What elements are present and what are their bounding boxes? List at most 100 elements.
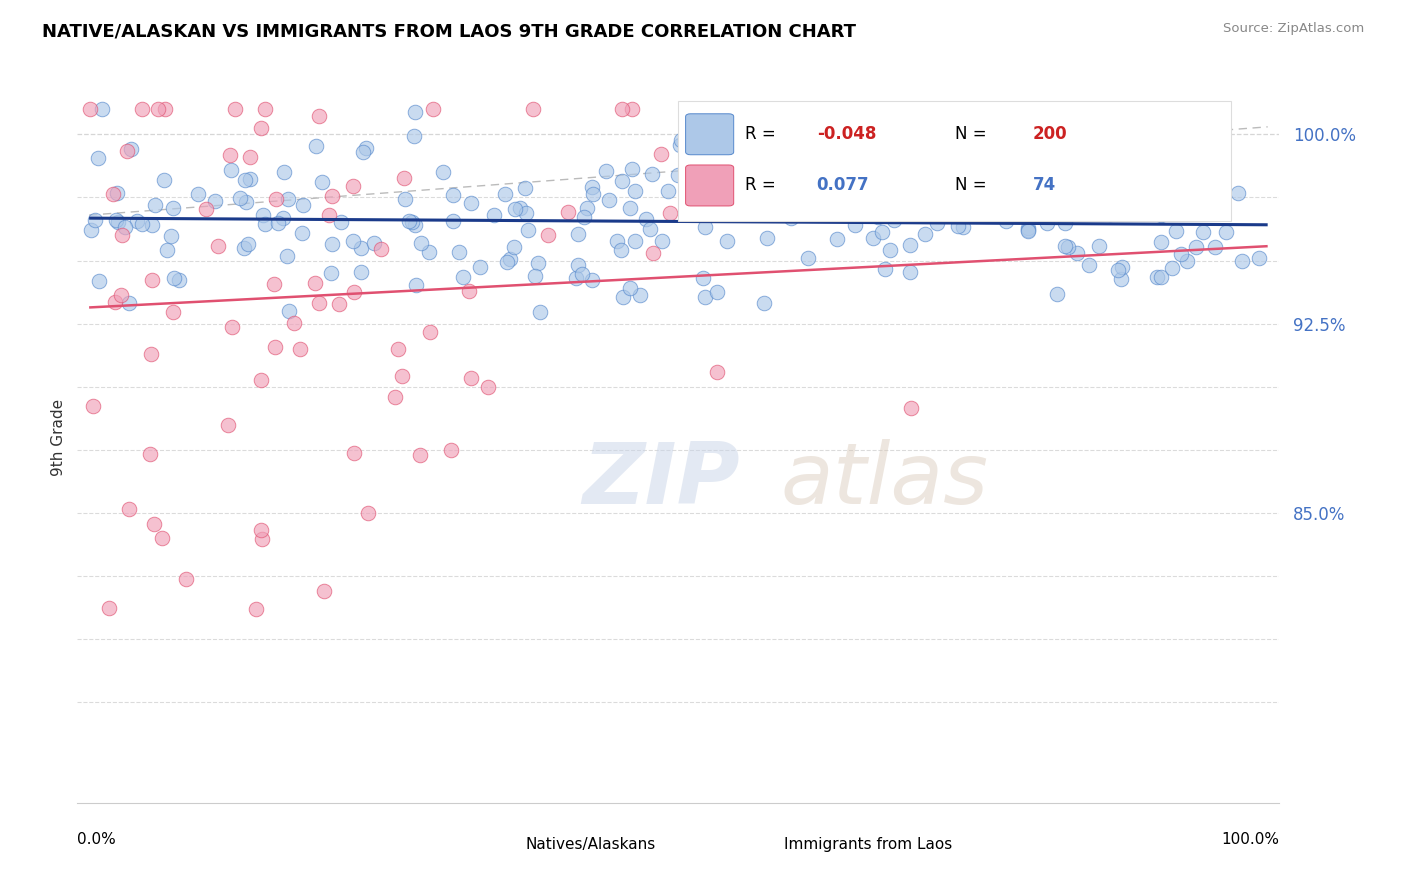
Point bbox=[1054, 216, 1077, 230]
Point bbox=[118, 295, 141, 310]
Point bbox=[250, 532, 273, 546]
Point bbox=[131, 102, 153, 116]
Point bbox=[328, 297, 350, 311]
Point bbox=[1188, 160, 1211, 174]
Point bbox=[598, 193, 620, 207]
Point bbox=[709, 198, 731, 212]
Point bbox=[141, 218, 163, 232]
Point bbox=[329, 215, 352, 229]
Point bbox=[1123, 186, 1146, 201]
Point bbox=[641, 245, 664, 260]
Point bbox=[104, 295, 127, 310]
Point bbox=[150, 531, 173, 545]
Point bbox=[1215, 225, 1237, 239]
Point bbox=[398, 214, 420, 228]
Point bbox=[898, 237, 921, 252]
Point bbox=[174, 572, 197, 586]
Point bbox=[482, 208, 505, 222]
Point bbox=[1017, 223, 1039, 237]
Point bbox=[522, 102, 544, 116]
Point bbox=[658, 206, 681, 220]
Point bbox=[110, 288, 132, 302]
Point bbox=[105, 186, 128, 200]
Point bbox=[249, 373, 271, 387]
Point bbox=[204, 194, 226, 208]
Text: R =: R = bbox=[745, 176, 775, 194]
Point bbox=[984, 171, 1007, 186]
Point bbox=[1098, 207, 1121, 221]
Point bbox=[650, 147, 672, 161]
Point bbox=[696, 194, 718, 209]
Point bbox=[693, 290, 716, 304]
Point bbox=[855, 190, 877, 204]
Point bbox=[401, 215, 423, 229]
Point bbox=[409, 235, 432, 250]
Point bbox=[870, 225, 893, 239]
Point bbox=[509, 202, 531, 216]
Point bbox=[869, 205, 891, 219]
Point bbox=[350, 241, 373, 255]
Point bbox=[451, 270, 474, 285]
Point bbox=[1204, 240, 1226, 254]
Point bbox=[537, 227, 560, 242]
Point bbox=[855, 175, 877, 189]
Point bbox=[143, 198, 166, 212]
Point bbox=[503, 240, 526, 254]
Point bbox=[239, 171, 262, 186]
Point bbox=[419, 325, 441, 339]
Point bbox=[79, 102, 101, 116]
Point bbox=[825, 232, 848, 246]
Point bbox=[773, 160, 796, 174]
Point bbox=[404, 128, 426, 143]
Point bbox=[612, 290, 634, 304]
Point bbox=[319, 267, 342, 281]
Point bbox=[120, 142, 142, 156]
Point bbox=[308, 296, 330, 310]
Point bbox=[370, 242, 392, 256]
Point bbox=[422, 102, 444, 116]
Point bbox=[621, 102, 644, 116]
Point bbox=[776, 207, 799, 221]
Point bbox=[987, 189, 1010, 203]
Point bbox=[405, 277, 427, 292]
Point bbox=[114, 219, 136, 234]
Point bbox=[571, 267, 593, 281]
Point bbox=[111, 227, 134, 242]
Point bbox=[107, 215, 129, 229]
Point bbox=[619, 281, 641, 295]
Point bbox=[499, 252, 522, 267]
Point bbox=[1017, 224, 1039, 238]
Point bbox=[232, 241, 254, 255]
Point bbox=[952, 183, 974, 197]
Point bbox=[1175, 254, 1198, 268]
Point bbox=[1230, 254, 1253, 268]
Point bbox=[695, 220, 717, 235]
Point bbox=[1000, 178, 1022, 193]
Point bbox=[581, 273, 603, 287]
Point bbox=[155, 102, 177, 116]
Point bbox=[352, 145, 374, 159]
Point bbox=[318, 207, 340, 221]
Point bbox=[782, 102, 804, 116]
Point bbox=[139, 447, 162, 461]
Point bbox=[946, 219, 969, 233]
Point bbox=[387, 342, 409, 356]
Point bbox=[666, 169, 689, 183]
Point bbox=[207, 238, 229, 252]
Point bbox=[146, 102, 169, 116]
Point bbox=[496, 255, 519, 269]
Point bbox=[638, 222, 661, 236]
Point bbox=[785, 163, 807, 178]
Point bbox=[117, 502, 139, 516]
Point bbox=[239, 150, 262, 164]
Point bbox=[277, 304, 299, 318]
Point bbox=[321, 237, 343, 252]
Point bbox=[343, 446, 366, 460]
Point bbox=[90, 102, 112, 116]
Point bbox=[1066, 245, 1088, 260]
Point bbox=[288, 342, 311, 356]
Point bbox=[250, 120, 273, 135]
Point bbox=[494, 186, 516, 201]
Point bbox=[844, 218, 866, 232]
Point bbox=[657, 184, 679, 198]
